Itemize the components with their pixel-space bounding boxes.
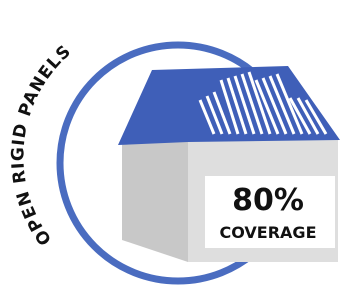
curved-label: OPEN RIGID PANELS (8, 41, 75, 249)
coverage-caption: COVERAGE (220, 223, 317, 242)
illustration: OPEN RIGID PANELS 80% COVERAGE (0, 0, 343, 289)
curved-label-path: OPEN RIGID PANELS (8, 41, 75, 249)
coverage-value: 80% (232, 183, 304, 218)
